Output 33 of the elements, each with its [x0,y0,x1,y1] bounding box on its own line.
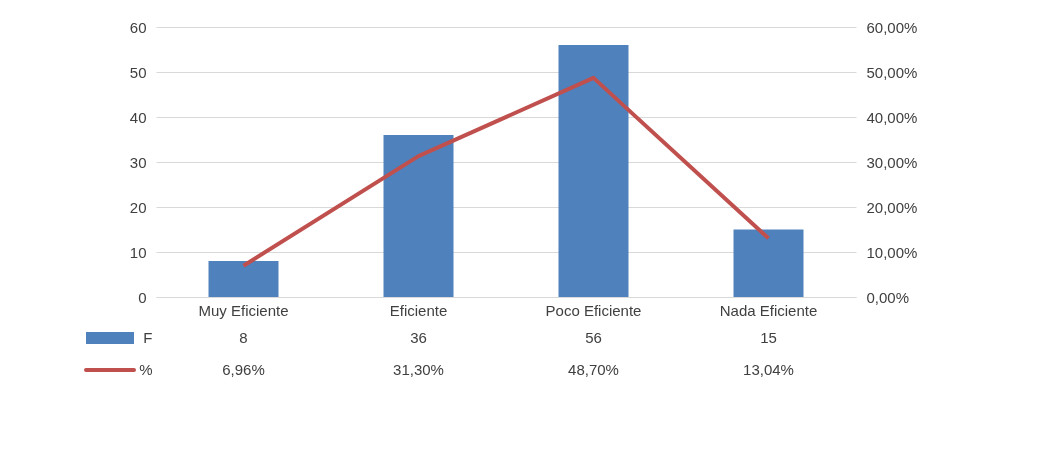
y2-tick-label: 20,00% [866,198,918,216]
legend-label: F [143,329,153,346]
data-label: 31,30% [393,361,444,378]
bar [208,261,279,297]
y-tick-label: 30 [129,153,147,171]
y2-tick-label: 30,00% [866,153,918,171]
data-label: 56 [585,329,602,346]
y2-tick-label: 40,00% [866,108,918,126]
x-tick-label: Poco Eficiente [545,301,642,319]
data-label: 36 [410,329,427,346]
x-tick-label: Muy Eficiente [198,301,289,319]
y-tick-label: 50 [129,63,147,81]
y-tick-label: 20 [129,198,147,216]
data-label: 48,70% [568,361,619,378]
bar [733,229,804,297]
y-tick-label: 0 [138,288,147,306]
y-tick-label: 40 [129,108,147,126]
y-tick-label: 10 [129,243,147,261]
data-label: 15 [760,329,777,346]
bar [558,45,629,297]
y2-tick-label: 10,00% [866,243,918,261]
bar [383,135,454,297]
data-label: 6,96% [222,361,265,378]
x-tick-label: Nada Eficiente [719,301,818,319]
y2-tick-label: 0,00% [866,288,910,306]
y2-tick-label: 60,00% [866,18,918,36]
line-series [241,75,771,268]
legend-label: % [139,361,153,378]
y2-tick-label: 50,00% [866,63,918,81]
data-label: 8 [239,329,248,346]
x-tick-label: Eficiente [389,301,448,319]
y-tick-label: 60 [129,18,147,36]
data-label: 13,04% [743,361,794,378]
